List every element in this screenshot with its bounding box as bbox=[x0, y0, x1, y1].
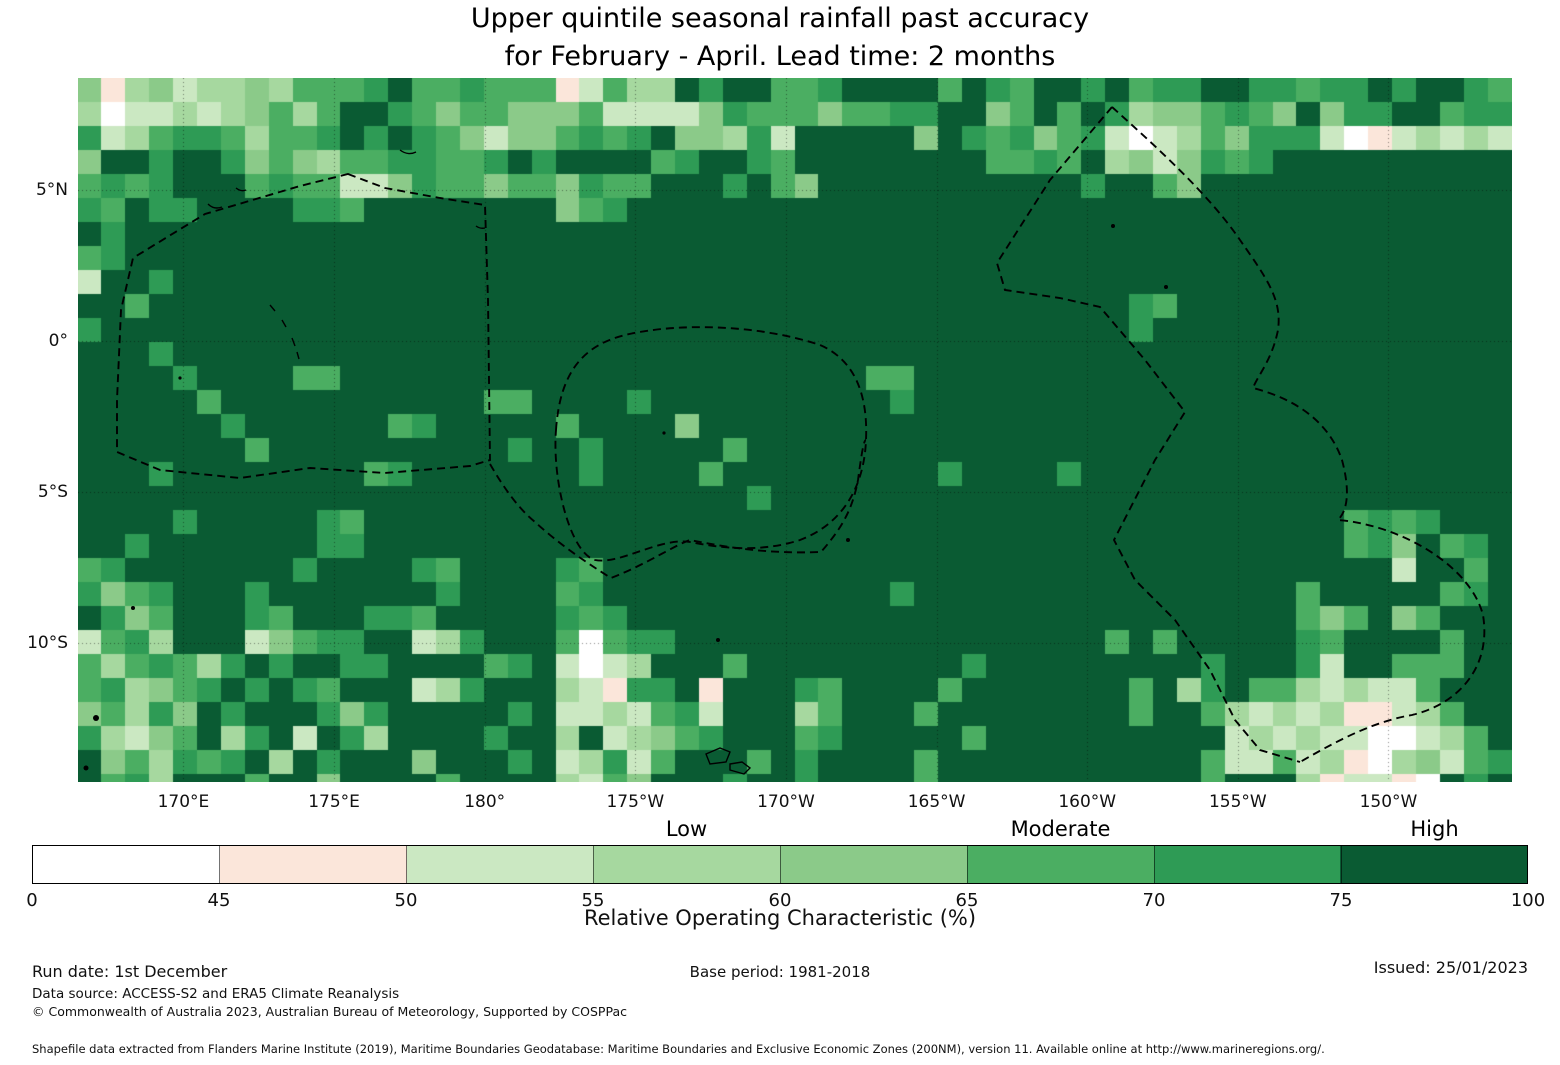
colorbar-boundary bbox=[219, 845, 220, 884]
colorbar-tick-label: 50 bbox=[394, 890, 418, 911]
roc-heatmap-canvas bbox=[78, 78, 1512, 782]
x-axis-tick-label: 150°W bbox=[1359, 792, 1418, 812]
x-axis-tick-label: 180° bbox=[464, 792, 506, 812]
colorbar-tick-label: 55 bbox=[581, 890, 605, 911]
chart-title-line2: for February - April. Lead time: 2 month… bbox=[504, 41, 1056, 72]
x-axis-tick-label: 155°W bbox=[1208, 792, 1267, 812]
run-date-text: Run date: 1st December bbox=[32, 962, 228, 981]
issued-date-text: Issued: 25/01/2023 bbox=[1373, 958, 1528, 977]
colorbar-boundary bbox=[1154, 845, 1155, 884]
data-source-text: Data source: ACCESS-S2 and ERA5 Climate … bbox=[32, 986, 400, 1002]
x-axis-tick-label: 175°W bbox=[606, 792, 665, 812]
colorbar-segment bbox=[780, 846, 967, 883]
y-axis-tick-label: 0° bbox=[48, 330, 68, 351]
colorbar-segment bbox=[1340, 846, 1527, 883]
colorbar-boundary bbox=[406, 845, 407, 884]
colorbar-segment bbox=[593, 846, 780, 883]
colorbar-segment bbox=[33, 846, 220, 883]
y-axis-tick-label: 5°S bbox=[37, 481, 68, 502]
colorbar-boundary bbox=[967, 845, 968, 884]
x-axis-tick-label: 170°W bbox=[757, 792, 815, 812]
colorbar-boundary bbox=[1341, 845, 1342, 884]
colorbar-segment bbox=[406, 846, 594, 883]
colorbar-tick-label: 45 bbox=[207, 890, 231, 911]
colorbar-tick-label: 75 bbox=[1329, 890, 1353, 911]
colorbar-band-label-high: High bbox=[1410, 817, 1459, 841]
colorbar-boundary bbox=[780, 845, 781, 884]
colorbar-band-label-low: Low bbox=[665, 817, 708, 841]
y-axis-tick-label: 10°S bbox=[27, 633, 68, 653]
colorbar-boundary bbox=[593, 845, 594, 884]
map-plot-area bbox=[78, 78, 1512, 782]
colorbar-tick-label: 65 bbox=[955, 890, 979, 911]
x-axis-tick-label: 170°E bbox=[157, 792, 210, 812]
colorbar-tick-label: 60 bbox=[768, 890, 792, 911]
colorbar-tick-label: 0 bbox=[26, 890, 38, 911]
shapefile-note-text: Shapefile data extracted from Flanders M… bbox=[32, 1042, 1325, 1056]
colorbar bbox=[32, 845, 1528, 884]
copyright-text: © Commonwealth of Australia 2023, Austra… bbox=[32, 1004, 627, 1019]
colorbar-axis-label: Relative Operating Characteristic (%) bbox=[583, 906, 977, 930]
colorbar-tick-label: 100 bbox=[1510, 890, 1546, 911]
chart-title-line1: Upper quintile seasonal rainfall past ac… bbox=[470, 3, 1090, 34]
colorbar-band-label-moderate: Moderate bbox=[1010, 817, 1111, 841]
x-axis-tick-label: 160°W bbox=[1058, 792, 1117, 812]
chart-title: Upper quintile seasonal rainfall past ac… bbox=[0, 0, 1560, 76]
y-axis-tick-label: 5°N bbox=[35, 179, 68, 200]
x-axis-tick-label: 165°W bbox=[907, 792, 966, 812]
x-axis-tick-label: 175°E bbox=[308, 792, 360, 812]
colorbar-segment bbox=[966, 846, 1154, 883]
colorbar-tick-label: 70 bbox=[1142, 890, 1166, 911]
colorbar-segment bbox=[219, 846, 407, 883]
base-period-text: Base period: 1981-2018 bbox=[689, 963, 871, 981]
colorbar-segment bbox=[1153, 846, 1341, 883]
